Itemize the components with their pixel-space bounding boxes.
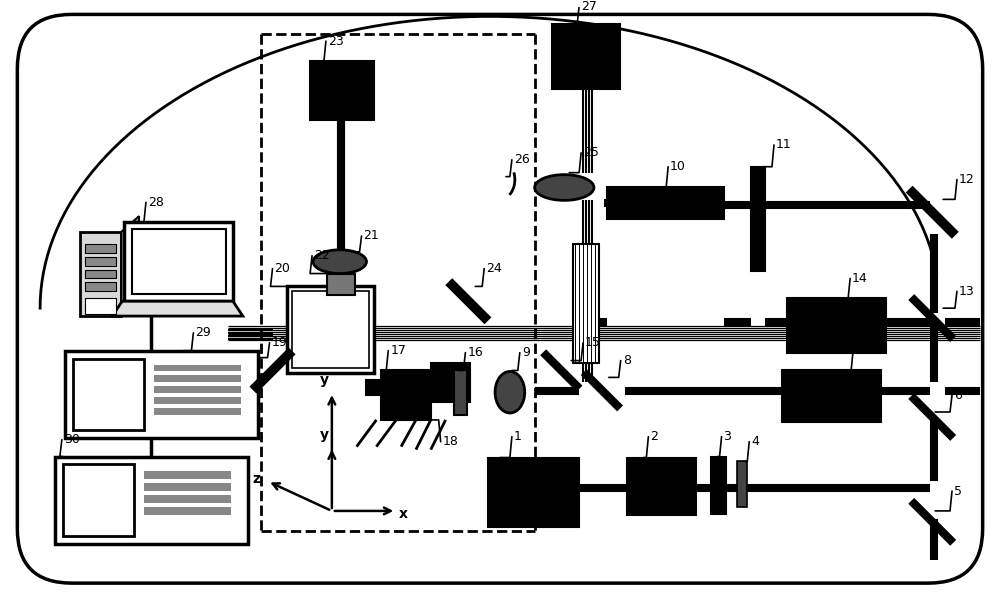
Text: 15: 15 bbox=[585, 336, 601, 349]
Bar bbox=[782, 371, 881, 422]
Bar bbox=[154, 408, 241, 415]
Text: 27: 27 bbox=[581, 0, 597, 13]
Text: y: y bbox=[320, 373, 329, 387]
Bar bbox=[85, 282, 116, 291]
Bar bbox=[737, 462, 747, 507]
Bar bbox=[144, 495, 231, 503]
Bar bbox=[85, 244, 116, 253]
Text: 29: 29 bbox=[195, 326, 211, 339]
Ellipse shape bbox=[313, 250, 366, 274]
Text: 16: 16 bbox=[467, 346, 483, 359]
Text: 1: 1 bbox=[514, 430, 522, 443]
Bar bbox=[144, 472, 231, 479]
Bar bbox=[65, 350, 258, 438]
Bar bbox=[63, 465, 134, 536]
Bar bbox=[711, 457, 726, 514]
Text: 25: 25 bbox=[583, 146, 599, 159]
Text: 5: 5 bbox=[954, 485, 962, 498]
Text: z: z bbox=[253, 472, 261, 486]
Bar bbox=[327, 274, 355, 295]
Text: 12: 12 bbox=[959, 173, 975, 186]
Text: 28: 28 bbox=[148, 196, 164, 209]
Text: 18: 18 bbox=[443, 435, 459, 448]
Bar bbox=[154, 397, 241, 404]
Text: 2: 2 bbox=[650, 430, 658, 443]
Text: 24: 24 bbox=[486, 262, 502, 275]
Ellipse shape bbox=[495, 371, 525, 413]
Polygon shape bbox=[112, 301, 243, 316]
Bar bbox=[132, 229, 226, 294]
Bar bbox=[73, 359, 144, 430]
Bar bbox=[488, 457, 579, 527]
Text: 7: 7 bbox=[855, 344, 863, 357]
Text: 11: 11 bbox=[776, 138, 792, 151]
Ellipse shape bbox=[535, 175, 594, 200]
Bar bbox=[154, 386, 241, 393]
Bar bbox=[751, 167, 765, 271]
FancyBboxPatch shape bbox=[17, 14, 983, 583]
Bar bbox=[292, 291, 369, 368]
Bar bbox=[144, 507, 231, 515]
Bar bbox=[627, 457, 696, 515]
Text: 26: 26 bbox=[514, 153, 530, 166]
Bar bbox=[55, 457, 248, 544]
Bar bbox=[381, 371, 431, 420]
Bar bbox=[144, 484, 231, 491]
Text: 9: 9 bbox=[522, 346, 530, 359]
Text: 13: 13 bbox=[959, 285, 975, 298]
Text: 14: 14 bbox=[852, 272, 868, 285]
Text: 8: 8 bbox=[623, 354, 631, 367]
Text: 4: 4 bbox=[751, 435, 759, 448]
Text: x: x bbox=[399, 507, 408, 521]
Bar bbox=[310, 61, 374, 120]
Text: 30: 30 bbox=[64, 433, 80, 446]
Text: 10: 10 bbox=[670, 160, 686, 173]
Bar bbox=[154, 375, 241, 383]
Bar bbox=[552, 24, 620, 89]
Text: 3: 3 bbox=[724, 430, 731, 443]
Text: 21: 21 bbox=[364, 229, 379, 242]
Bar bbox=[287, 286, 374, 374]
Bar bbox=[454, 371, 467, 415]
Polygon shape bbox=[121, 216, 139, 316]
Text: 22: 22 bbox=[314, 249, 330, 262]
Bar bbox=[607, 188, 724, 219]
Bar bbox=[366, 380, 381, 395]
Text: 6: 6 bbox=[954, 388, 962, 402]
Bar bbox=[431, 362, 470, 402]
Bar bbox=[85, 270, 116, 279]
Bar bbox=[85, 298, 116, 314]
Text: y: y bbox=[320, 428, 329, 442]
Bar bbox=[154, 365, 241, 371]
Bar bbox=[124, 222, 233, 301]
Text: 23: 23 bbox=[328, 34, 344, 48]
Text: 17: 17 bbox=[390, 344, 406, 357]
Text: 20: 20 bbox=[274, 262, 290, 275]
Text: 19: 19 bbox=[272, 336, 287, 349]
Bar bbox=[787, 298, 886, 353]
Bar bbox=[80, 232, 121, 316]
Bar bbox=[85, 257, 116, 266]
Bar bbox=[573, 244, 599, 362]
